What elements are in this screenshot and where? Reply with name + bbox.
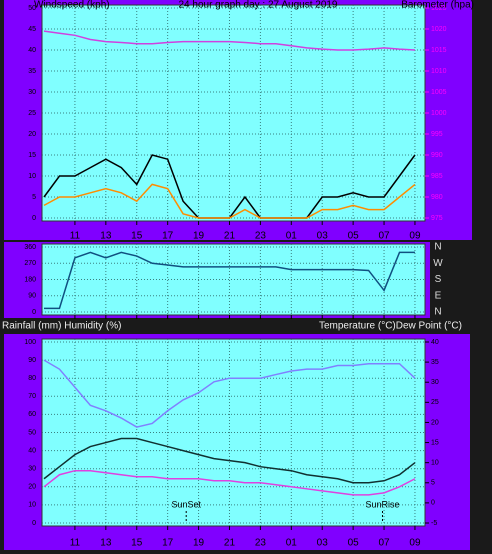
x-tick-label: 17 [162, 538, 174, 549]
chart-title: 24 hour graph day : 27 August 2019 [178, 0, 337, 11]
direction-label: S [435, 274, 442, 285]
x-tick-label: 19 [193, 538, 205, 549]
y-tick-label: 0 [32, 309, 36, 316]
x-tick-label: 15 [131, 538, 143, 549]
y2-tick-label: 15 [431, 439, 439, 446]
x-tick-label: 03 [317, 538, 329, 549]
x-tick-label: 07 [378, 538, 390, 549]
y-tick-label: 70 [28, 393, 36, 400]
direction-label: N [434, 242, 441, 253]
y-tick-label: 80 [28, 375, 36, 382]
x-tick-label: 07 [378, 231, 390, 242]
y-tick-label: 40 [28, 47, 36, 54]
data-line [44, 251, 415, 310]
x-tick-label: 11 [70, 231, 81, 242]
x-tick-label: 05 [348, 231, 360, 242]
y-axis-title: Windspeed (kph) [34, 0, 110, 11]
data-line [43, 437, 416, 484]
y-tick-label: 90 [28, 357, 36, 364]
y2-tick-label: 980 [431, 194, 443, 201]
data-line [43, 30, 415, 51]
y2-tick-label: 1025 [431, 5, 447, 12]
y2-tick-label: 1015 [431, 47, 447, 54]
x-tick-label: 13 [100, 231, 112, 242]
y2-tick-label: 0 [431, 500, 435, 507]
data-line [43, 183, 416, 219]
y-tick-label: 35 [28, 68, 36, 75]
x-tick-label: 13 [100, 538, 112, 549]
y-tick-label: 30 [28, 89, 36, 96]
data-line [43, 359, 416, 428]
y-tick-label: 25 [28, 110, 36, 117]
x-tick-label: 09 [409, 231, 421, 242]
y-tick-label: 20 [28, 484, 36, 491]
y2-tick-label: 975 [431, 215, 443, 222]
x-tick-label: 11 [70, 538, 81, 549]
y2-tick-label: 1020 [431, 26, 447, 33]
y-tick-label: 15 [28, 152, 36, 159]
y2-tick-label: 10 [431, 460, 439, 467]
y2-tick-label: 995 [431, 131, 443, 138]
y2-tick-label: 1010 [431, 68, 447, 75]
y2-tick-label: 40 [431, 339, 439, 346]
y2-tick-label: 990 [431, 152, 443, 159]
y2-tick-label: 20 [431, 419, 439, 426]
y-tick-label: 360 [24, 244, 36, 251]
x-tick-label: 15 [131, 231, 143, 242]
x-tick-label: 01 [286, 538, 298, 549]
y2-tick-label: 30 [431, 379, 439, 386]
annotation-label: SunRise [365, 499, 399, 509]
y-tick-label: 20 [28, 131, 36, 138]
y2-tick-label: 985 [431, 173, 443, 180]
annotation-label: SunSet [171, 499, 201, 509]
y-tick-label: 50 [28, 429, 36, 436]
y2-tick-label: 35 [431, 359, 439, 366]
y2-axis-title: Temperature (°C)Dew Point (°C) [319, 321, 462, 332]
y-tick-label: 0 [32, 215, 36, 222]
y-tick-label: 5 [32, 194, 36, 201]
y-tick-label: 30 [28, 466, 36, 473]
x-tick-label: 19 [193, 231, 205, 242]
y-tick-label: 270 [24, 260, 36, 267]
x-tick-label: 21 [224, 231, 236, 242]
x-tick-label: 05 [348, 538, 360, 549]
direction-label: W [433, 258, 443, 269]
x-tick-label: 03 [317, 231, 329, 242]
y2-tick-label: 25 [431, 399, 439, 406]
y-tick-label: 0 [32, 520, 36, 527]
y-axis-title: Rainfall (mm) Humidity (%) [2, 321, 121, 332]
x-tick-label: 21 [224, 538, 236, 549]
x-tick-label: 23 [255, 231, 267, 242]
y-tick-label: 90 [28, 293, 36, 300]
y-tick-label: 100 [24, 339, 36, 346]
x-tick-label: 01 [286, 231, 298, 242]
y2-tick-label: 5 [431, 480, 435, 487]
direction-label: E [435, 290, 442, 301]
data-line [43, 469, 416, 496]
y-tick-label: 10 [28, 502, 36, 509]
x-tick-label: 09 [409, 538, 421, 549]
y-tick-label: 50 [28, 5, 36, 12]
x-tick-label: 23 [255, 538, 267, 549]
y2-tick-label: 1005 [431, 89, 447, 96]
y2-tick-label: -5 [431, 520, 437, 527]
y-tick-label: 40 [28, 447, 36, 454]
x-tick-label: 17 [162, 231, 174, 242]
y-tick-label: 60 [28, 411, 36, 418]
direction-label: N [434, 307, 441, 318]
y-tick-label: 180 [24, 276, 36, 283]
y-tick-label: 10 [28, 173, 36, 180]
y2-tick-label: 1000 [431, 110, 447, 117]
y-tick-label: 45 [28, 26, 36, 33]
y2-axis-title: Barometer (hpa) [401, 0, 474, 11]
